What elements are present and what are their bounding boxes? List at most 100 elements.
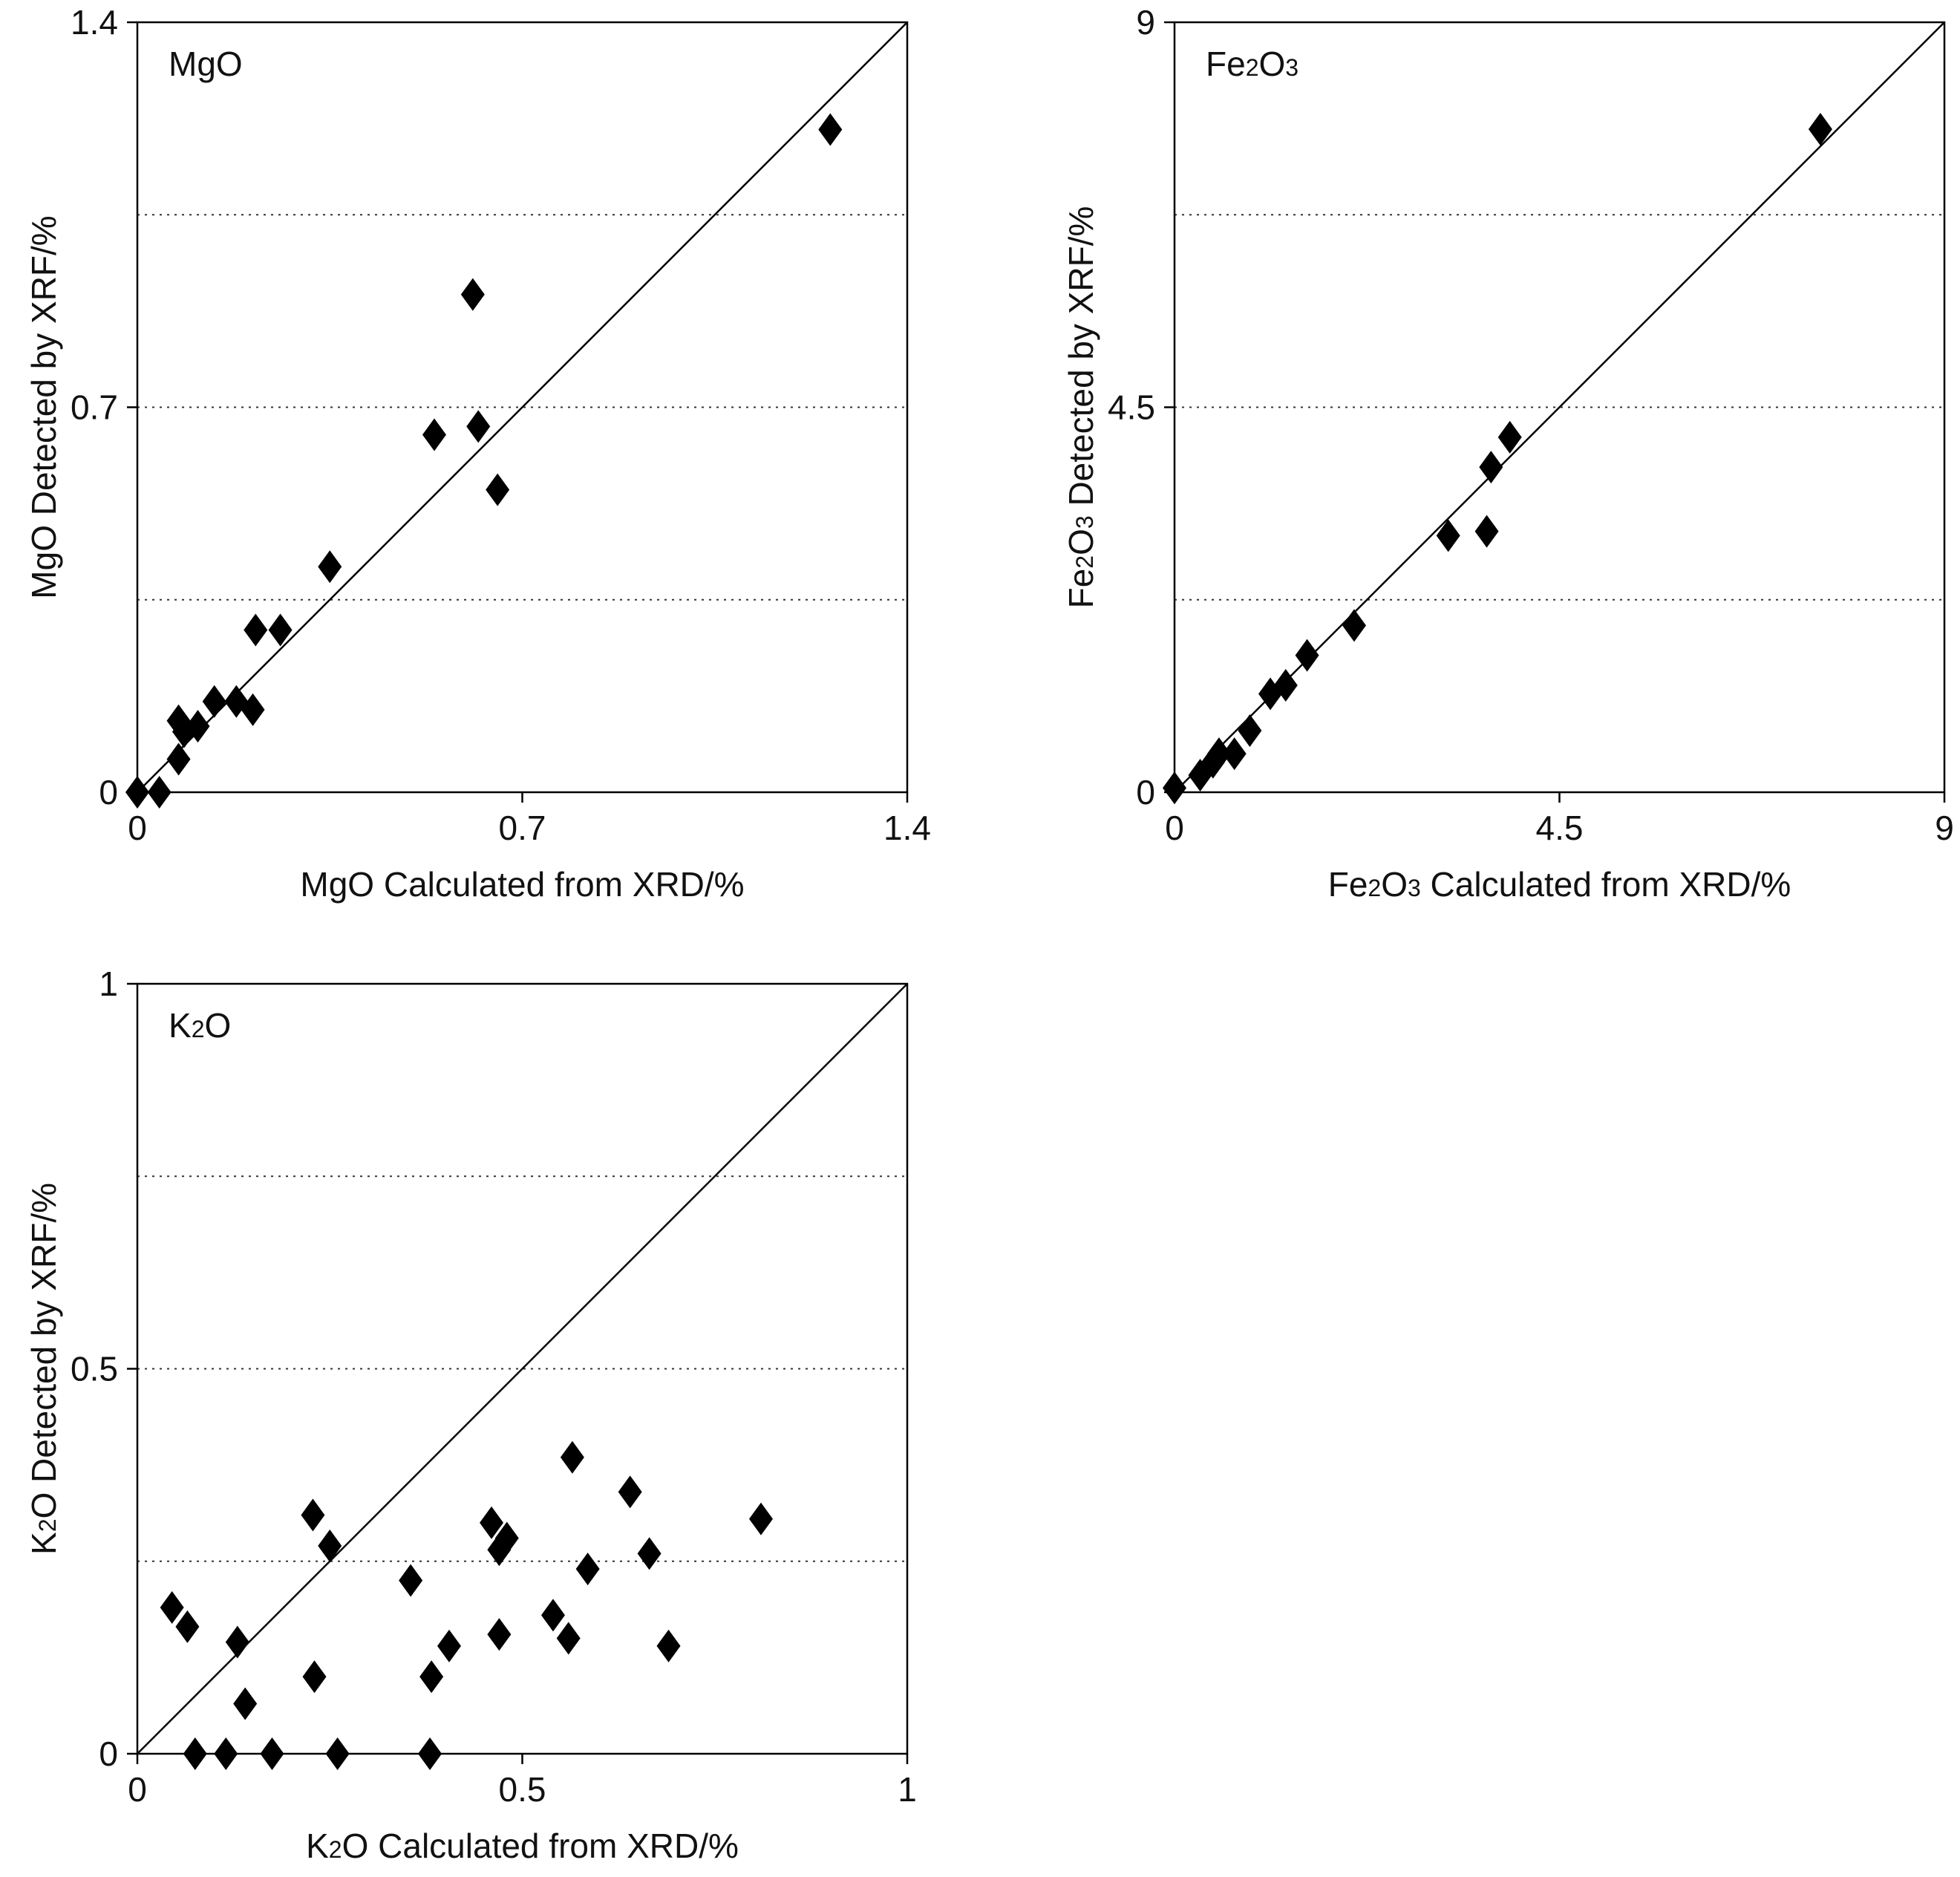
label-part-post: Detected by XRF/% xyxy=(1062,206,1100,516)
label-part-pre: K xyxy=(306,1827,329,1865)
data-point-diamond xyxy=(618,1475,642,1509)
data-point-diamond xyxy=(486,473,510,506)
data-point-diamond xyxy=(637,1537,662,1570)
data-point-diamond xyxy=(318,1530,342,1563)
label-part-mid: O xyxy=(204,1006,231,1045)
fe2o3-panel-label: Fe2O3 xyxy=(1206,45,1298,83)
k2o-panel-label: K2O xyxy=(169,1006,231,1045)
data-point-diamond xyxy=(1497,420,1522,454)
mgo-x-axis-title: MgO Calculated from XRD/% xyxy=(300,865,744,904)
data-point-diamond xyxy=(422,418,446,451)
label-part-sub1: 2 xyxy=(329,1836,342,1863)
data-point-diamond xyxy=(560,1440,584,1474)
k2o-y-axis-title: K2O Detected by XRF/% xyxy=(24,1183,63,1555)
panel-mgo: 0 0.7 1.4 0 0.7 1.4 MgO MgO Calculated from X… xyxy=(24,3,931,904)
label-part-mid: O Calculated from XRD/% xyxy=(342,1827,739,1865)
data-point-diamond xyxy=(233,1687,258,1720)
data-point-diamond xyxy=(268,613,293,647)
data-point-diamond xyxy=(166,742,191,776)
y-tick-label: 1.4 xyxy=(71,3,118,42)
data-point-diamond xyxy=(302,1660,327,1694)
mgo-panel-label: MgO xyxy=(169,45,243,83)
x-tick-label: 0 xyxy=(1165,809,1184,847)
label-part-mid: O xyxy=(1062,529,1100,555)
label-part-pre: Fe xyxy=(1328,865,1368,904)
x-tick-label: 0.5 xyxy=(499,1770,546,1809)
data-point-diamond xyxy=(1474,515,1499,548)
data-point-diamond xyxy=(1238,714,1262,748)
data-point-diamond xyxy=(1436,519,1460,552)
data-point-diamond xyxy=(147,776,172,809)
label-part-sub2: 3 xyxy=(1071,515,1098,529)
k2o-ticks: 0 0.5 1 0 0.5 1 xyxy=(71,964,917,1809)
fe2o3-x-axis-title: Fe2O3 Calculated from XRD/% xyxy=(1328,865,1791,904)
data-point-diamond xyxy=(1163,771,1186,805)
y-tick-label: 0.5 xyxy=(71,1350,118,1388)
data-point-diamond xyxy=(494,1521,519,1555)
label-part-pre: K xyxy=(169,1006,192,1045)
data-point-diamond xyxy=(460,278,485,311)
label-part-pre: Fe xyxy=(1206,45,1246,83)
label-part-post: Calculated from XRD/% xyxy=(1421,865,1791,904)
label-part-sub1: 2 xyxy=(1368,875,1381,901)
data-point-diamond xyxy=(202,685,226,718)
data-point-diamond xyxy=(399,1564,423,1597)
data-point-diamond xyxy=(172,715,196,748)
data-point-diamond xyxy=(1808,113,1832,146)
label-part-sub1: 2 xyxy=(1071,555,1098,569)
y-tick-label: 9 xyxy=(1136,3,1155,42)
x-tick-label: 0 xyxy=(128,1770,147,1809)
y-tick-label: 1 xyxy=(99,964,118,1003)
data-point-diamond xyxy=(1342,609,1366,642)
y-tick-label: 0 xyxy=(99,773,118,812)
data-point-diamond xyxy=(260,1737,284,1770)
data-point-diamond xyxy=(437,1629,461,1662)
data-point-diamond xyxy=(160,1590,184,1624)
panel-k2o: 0 0.5 100.51 K2O K2O Calculated from XRD/%… xyxy=(24,964,917,1865)
data-point-diamond xyxy=(125,776,149,809)
x-tick-label: 9 xyxy=(1935,809,1954,847)
fe2o3-gridlines xyxy=(1175,214,1944,601)
data-point-diamond xyxy=(1206,737,1231,771)
data-point-diamond xyxy=(748,1502,773,1535)
data-point-diamond xyxy=(818,113,843,146)
data-point-diamond xyxy=(556,1622,581,1655)
mgo-gridlines xyxy=(137,214,907,601)
data-point-diamond xyxy=(466,410,491,443)
label-part-mid: O Detected by XRF/% xyxy=(24,1183,63,1519)
data-point-diamond xyxy=(487,1618,512,1651)
label-part-pre: MgO Detected by XRF/% xyxy=(24,215,63,598)
label-part-pre: MgO Calculated from XRD/% xyxy=(300,865,744,904)
fe2o3-y-axis-title: Fe2O3 Detected by XRF/% xyxy=(1062,206,1100,609)
data-point-diamond xyxy=(480,1506,504,1539)
label-part-pre: K xyxy=(24,1532,63,1555)
data-point-diamond xyxy=(1222,737,1247,771)
k2o-points xyxy=(160,1440,773,1770)
data-point-diamond xyxy=(325,1737,350,1770)
y-tick-label: 0.7 xyxy=(71,388,118,427)
mgo-reference-line xyxy=(137,22,908,793)
label-part-pre: Fe xyxy=(1062,569,1100,609)
data-point-diamond xyxy=(175,1610,200,1643)
x-tick-label: 4.5 xyxy=(1536,809,1584,847)
data-point-diamond xyxy=(1295,639,1319,672)
data-point-diamond xyxy=(186,710,210,743)
data-point-diamond xyxy=(418,1737,442,1770)
x-tick-label: 0.7 xyxy=(499,809,546,847)
data-point-diamond xyxy=(318,550,342,584)
label-part-sub1: 2 xyxy=(34,1519,61,1532)
x-tick-label: 1.4 xyxy=(883,809,931,847)
data-point-diamond xyxy=(301,1498,325,1532)
data-point-diamond xyxy=(214,1737,238,1770)
label-part-mid: O xyxy=(1258,45,1285,83)
fe2o3-ticks: 0 4.5 9 0 4.5 9 xyxy=(1108,3,1954,847)
mgo-ticks: 0 0.7 1.4 0 0.7 1.4 xyxy=(71,3,931,847)
label-part-sub1: 2 xyxy=(192,1016,205,1042)
data-point-diamond xyxy=(540,1599,565,1632)
data-point-diamond xyxy=(241,693,265,726)
fe2o3-points xyxy=(1163,113,1832,805)
label-part-sub1: 2 xyxy=(1246,54,1259,81)
k2o-reference-line xyxy=(137,983,908,1754)
y-tick-label: 4.5 xyxy=(1108,388,1155,427)
